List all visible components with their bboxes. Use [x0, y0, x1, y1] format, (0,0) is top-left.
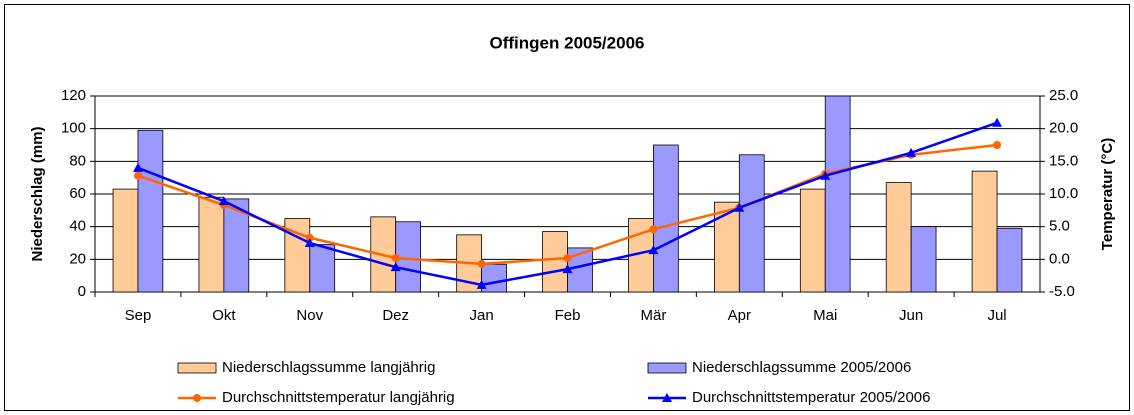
y-tick-label: 40	[69, 218, 86, 235]
x-tick-label: Mai	[813, 307, 837, 324]
chart-title: Offingen 2005/2006	[490, 33, 645, 52]
bar	[137, 129, 164, 293]
y-tick-label: 80	[69, 152, 86, 169]
x-tick-label: Sep	[125, 307, 152, 324]
x-tick-label: Okt	[212, 307, 236, 324]
line-marker	[132, 162, 143, 172]
y-tick-label: 120	[61, 87, 86, 104]
bar	[542, 231, 568, 293]
legend-label: Durchschnittstemperatur langjährig	[222, 389, 455, 406]
bar	[824, 95, 851, 293]
y-tick-label: 0	[78, 283, 86, 300]
y2-tick-label: -5.0	[1049, 283, 1075, 300]
y-tick-label: 100	[61, 120, 86, 137]
line-marker	[476, 279, 487, 289]
legend-label: Durchschnittstemperatur 2005/2006	[692, 389, 930, 406]
x-tick-label: Apr	[728, 307, 751, 324]
line-marker	[562, 264, 573, 274]
line-marker	[993, 141, 1002, 149]
y2-tick-label: 20.0	[1049, 120, 1078, 137]
y2-tick-label: 25.0	[1049, 87, 1078, 104]
bar	[996, 227, 1023, 293]
line-marker	[193, 394, 201, 402]
x-tick-label: Jan	[469, 307, 493, 324]
line-marker	[304, 238, 315, 247]
x-tick-label: Dez	[382, 307, 409, 324]
line-marker	[662, 393, 672, 402]
bar	[971, 170, 998, 293]
line-marker	[648, 245, 659, 255]
bar	[885, 182, 912, 293]
y2-tick-label: 5.0	[1049, 218, 1070, 235]
bar	[112, 188, 139, 293]
bar	[714, 201, 740, 293]
legend-label: Niederschlagssumme langjährig	[222, 359, 435, 376]
bar	[910, 226, 937, 293]
x-tick-label: Jun	[899, 307, 923, 324]
y2-tick-label: 0.0	[1049, 250, 1070, 267]
bar	[738, 154, 765, 293]
y2-tick-label: 10.0	[1049, 185, 1078, 202]
x-tick-label: Nov	[296, 307, 323, 324]
line-marker	[391, 254, 400, 263]
line-marker	[563, 254, 572, 263]
bar	[567, 247, 593, 293]
x-tick-label: Mär	[640, 307, 666, 324]
line-marker	[820, 170, 831, 180]
legend-swatch	[647, 362, 687, 374]
bar	[653, 144, 679, 293]
line-marker	[906, 147, 917, 157]
bar	[309, 244, 336, 293]
x-tick-label: Jul	[987, 307, 1006, 324]
line-marker	[218, 196, 229, 206]
y2-tick-label: 15.0	[1049, 152, 1078, 169]
y-tick-label: 60	[69, 185, 86, 202]
bar	[799, 188, 826, 293]
line-marker	[992, 117, 1003, 127]
line-marker	[649, 225, 658, 234]
line-marker	[390, 262, 401, 272]
line-marker	[734, 202, 745, 212]
line-marker	[477, 259, 486, 268]
y2-axis-label: Temperatur (°C)	[1099, 138, 1116, 250]
line-marker	[305, 233, 314, 242]
bar	[223, 198, 250, 293]
legend-label: Niederschlagssumme 2005/2006	[692, 359, 911, 376]
x-tick-label: Feb	[555, 307, 581, 324]
y-tick-label: 20	[69, 250, 86, 267]
line-marker	[133, 171, 142, 180]
legend-swatch	[177, 362, 217, 374]
bar	[198, 196, 225, 293]
y-axis-label: Niederschlag (mm)	[29, 126, 46, 261]
chart-border	[4, 4, 1130, 411]
